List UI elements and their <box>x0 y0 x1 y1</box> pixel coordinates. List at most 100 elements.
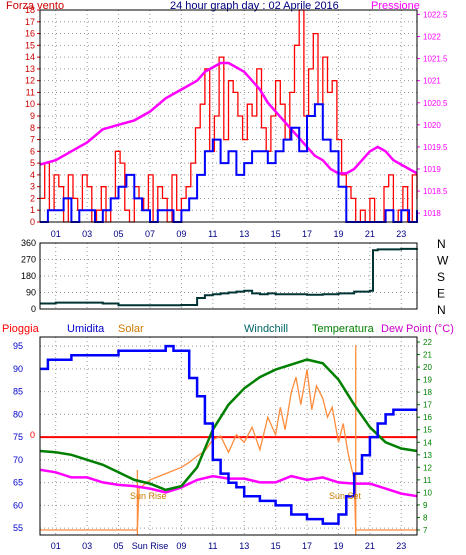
panel3-left-tick-label: 95 <box>13 341 23 351</box>
panel3-x-axis-ticks: 01 03 05 Sun Rise 09 11 13 15 17 19 21 23 <box>51 541 407 551</box>
dew-point-label: Dew Point (°C) <box>381 323 454 335</box>
panel3-left-tick-label: 60 <box>13 500 23 510</box>
panel3-series <box>39 344 418 535</box>
panel2-series <box>40 247 418 307</box>
panel1-x-tick-label: 23 <box>396 229 406 239</box>
panel3-right-tick-label: 13 <box>423 451 432 460</box>
panel3-right-tick-label: 18 <box>423 388 432 397</box>
panel1-right-tick-label: 1021 <box>423 77 441 86</box>
panel1-left-tick-label: 10 <box>25 99 35 109</box>
panel3-right-tick-label: 15 <box>423 426 432 435</box>
panel3-x-tick-label: 19 <box>333 541 343 551</box>
panel3-x-tick-label: 01 <box>51 541 61 551</box>
panel1-left-tick-label: 18 <box>25 5 35 15</box>
panel1-left-tick-label: 12 <box>25 76 35 86</box>
panel2-frame <box>39 242 418 310</box>
panel3-left-tick-label: 85 <box>13 387 23 397</box>
panel1-right-tick-label: 1019.5 <box>423 143 448 152</box>
panel1-x-tick-label: 09 <box>176 229 186 239</box>
panel2-left-tick-label: 90 <box>26 288 36 298</box>
sunset-annotation: Sun Set <box>329 491 362 501</box>
panel1-x-tick-label: 17 <box>302 229 312 239</box>
panel3-left-tick-label: 65 <box>13 478 23 488</box>
sunrise-annotation: Sun Rise <box>130 491 167 501</box>
panel3-x-tick-label: 17 <box>302 541 312 551</box>
panel3-right-tick-label: 7 <box>423 526 428 535</box>
panel1-left-tick-label: 9 <box>30 111 35 121</box>
panel1-left-tick-label: 5 <box>30 158 35 168</box>
panel2-left-tick-label: 0 <box>31 304 36 314</box>
panel1-x-tick-label: 19 <box>333 229 343 239</box>
windchill-label: Windchill <box>244 323 288 335</box>
panel2-left-tick-label: 270 <box>21 255 36 265</box>
panel1-right-tick-label: 1021.5 <box>423 55 448 64</box>
panel3-x-tick-label: 13 <box>239 541 249 551</box>
panel1-left-tick-label: 15 <box>25 40 35 50</box>
panel3-left-tick-label: 70 <box>13 455 23 465</box>
panel2-left-axis-ticks: 360 270 180 90 0 <box>21 238 36 314</box>
panel1-left-tick-label: 2 <box>30 193 35 203</box>
panel1-right-tick-label: 1020.5 <box>423 99 448 108</box>
wind-gust-line <box>40 9 418 223</box>
panel3-left-tick-label: 75 <box>13 432 23 442</box>
panel1-x-axis-ticks: 01 03 05 07 09 11 13 15 17 19 21 23 <box>51 229 407 239</box>
panel3-right-tick-label: 12 <box>423 463 432 472</box>
panel1-left-tick-label: 6 <box>30 146 35 156</box>
panel3-x-tick-label: 23 <box>396 541 406 551</box>
panel3-right-tick-label: 22 <box>423 338 432 347</box>
panel1-frame <box>39 9 418 223</box>
panel1-right-tick-label: 1022.5 <box>423 10 448 19</box>
compass-label: S <box>437 270 445 284</box>
wind-direction-line <box>40 247 418 307</box>
chart-title: 24 hour graph day : 02 Aprile 2016 <box>170 0 339 12</box>
pressure-line <box>39 61 418 175</box>
panel3-left-axis-ticks: 95 90 85 80 75 70 65 60 55 <box>13 341 23 533</box>
panel1-right-tick-label: 1018 <box>423 209 441 218</box>
solar-line <box>40 369 417 531</box>
panel3-x-tick-label: 03 <box>82 541 92 551</box>
panel1-right-tick-label: 1020 <box>423 121 441 130</box>
pressure-label: Pressione <box>371 0 420 12</box>
panel3-x-tick-label: 11 <box>208 541 217 551</box>
panel1-left-tick-label: 11 <box>26 87 35 97</box>
wind-force-label: Forza vento <box>6 0 64 12</box>
rain-zero-label: 0 <box>30 430 35 440</box>
panel1-left-tick-label: 16 <box>25 29 35 39</box>
panel3-right-axis-ticks: 22 21 20 19 18 17 16 15 14 13 12 11 10 9 8 7 <box>417 338 432 535</box>
panel1-right-tick-label: 1018.5 <box>423 187 448 196</box>
panel3-right-tick-label: 9 <box>423 501 428 510</box>
panel3-right-tick-label: 21 <box>423 351 432 360</box>
panel2-left-tick-label: 180 <box>21 271 36 281</box>
panel3-x-tick-label: 05 <box>114 541 124 551</box>
panel1-left-tick-label: 13 <box>25 64 35 74</box>
panel3-x-tick-label: 09 <box>176 541 186 551</box>
temperature-line <box>39 358 418 492</box>
panel1-x-tick-label: 01 <box>51 229 61 239</box>
panel1-left-tick-label: 14 <box>25 52 35 62</box>
panel3-right-tick-label: 8 <box>423 513 428 522</box>
panel1-right-tick-label: 1022 <box>423 33 441 42</box>
panel3-right-tick-label: 11 <box>423 476 432 485</box>
panel2-left-tick-label: 360 <box>21 238 36 248</box>
humidity-label: Umidita <box>67 323 105 335</box>
panel1-x-tick-label: 21 <box>365 229 375 239</box>
panel3-right-tick-label: 16 <box>423 413 432 422</box>
wind-average-line <box>40 103 418 223</box>
panel1-x-tick-label: 07 <box>145 229 155 239</box>
compass-label: N <box>437 237 446 251</box>
panel3-right-tick-label: 14 <box>423 438 432 447</box>
panel1-right-tick-label: 1019 <box>423 165 441 174</box>
panel1-x-tick-label: 15 <box>271 229 281 239</box>
panel3-right-tick-label: 19 <box>423 376 432 385</box>
panel3-x-tick-label: 21 <box>365 541 375 551</box>
panel3-left-tick-label: 90 <box>13 364 23 374</box>
panel3-x-tick-label: Sun Rise <box>132 541 169 551</box>
panel1-x-tick-label: 03 <box>82 229 92 239</box>
panel1-left-tick-label: 7 <box>30 135 35 145</box>
panel1-right-axis-ticks: 1018 1018.5 1019 1019.5 1020 1020.5 1021 1021.5… <box>417 10 448 218</box>
panel1-left-tick-label: 1 <box>30 205 35 215</box>
panel1-left-tick-label: 0 <box>30 217 35 227</box>
